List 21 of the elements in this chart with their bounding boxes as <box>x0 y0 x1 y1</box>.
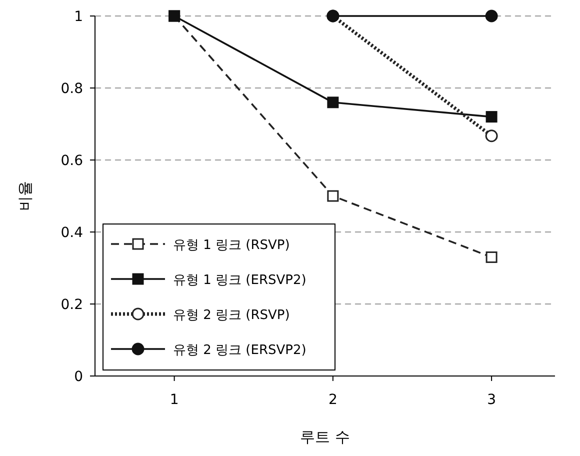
x-tick-label: 1 <box>170 392 179 408</box>
y-tick-label: 0.4 <box>60 225 84 241</box>
point <box>486 251 498 263</box>
y-tick-label: 0.8 <box>60 81 83 97</box>
y-axis-title: 비율 <box>16 181 34 211</box>
legend-label: 유형 2 링크 (ERSVP2) <box>173 343 306 358</box>
point <box>485 10 498 22</box>
y-tick-label: 0.6 <box>60 153 84 169</box>
point <box>327 96 339 108</box>
x-tick-label: 2 <box>328 392 338 408</box>
point <box>485 130 498 142</box>
x-axis-title: 루트 수 <box>300 428 350 446</box>
point <box>327 190 339 202</box>
y-tick-label: 0 <box>74 369 83 385</box>
x-tick-label: 3 <box>487 392 496 408</box>
y-tick-label: 1 <box>74 9 83 25</box>
y-tick-label: 0.2 <box>60 297 83 313</box>
point <box>486 111 498 123</box>
legend-label: 유형 1 링크 (RSVP) <box>173 238 290 253</box>
legend-label: 유형 1 링크 (ERSVP2) <box>173 273 306 288</box>
legend-label: 유형 2 링크 (RSVP) <box>173 308 290 323</box>
